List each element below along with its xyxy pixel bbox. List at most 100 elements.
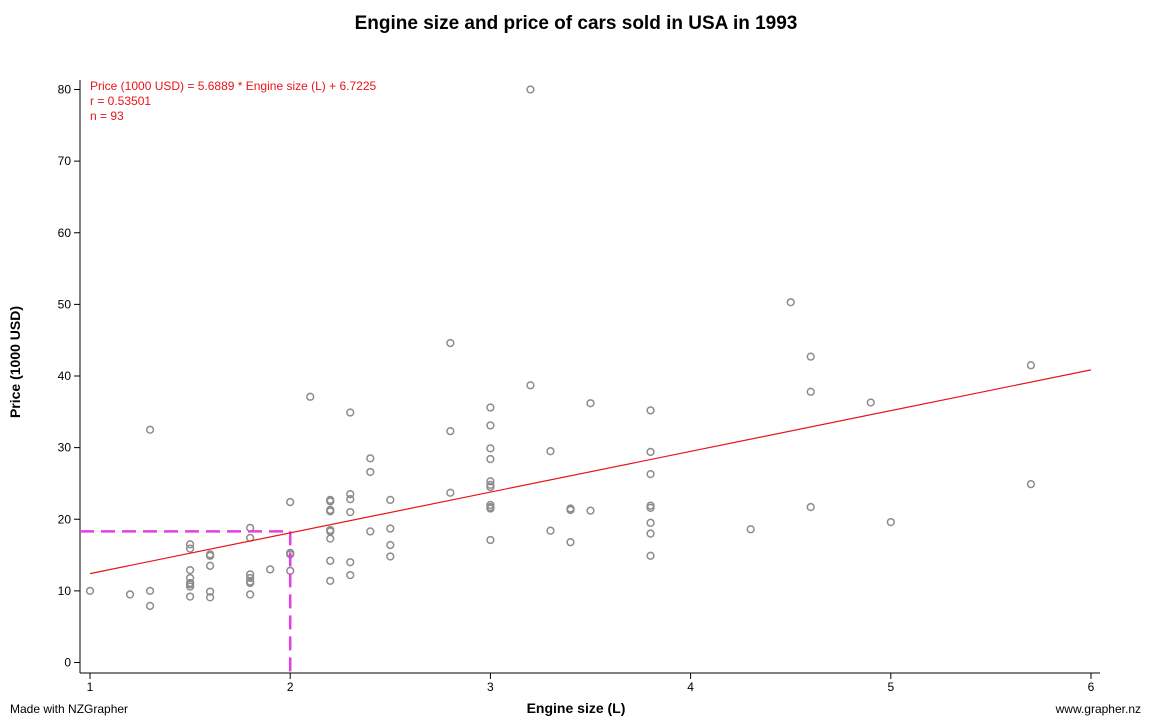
x-tick-label: 6 xyxy=(1088,680,1095,694)
data-point xyxy=(205,587,215,596)
x-tick-label: 5 xyxy=(887,680,894,694)
footer-credit: Made with NZGrapher xyxy=(10,702,128,716)
data-point xyxy=(586,399,595,408)
x-axis-label: Engine size (L) xyxy=(527,700,626,716)
footer-url: www.grapher.nz xyxy=(1055,702,1141,716)
data-point xyxy=(446,338,455,348)
data-point xyxy=(205,551,215,560)
data-point xyxy=(486,444,495,453)
x-tick-label: 3 xyxy=(487,680,494,694)
y-tick-label: 10 xyxy=(58,584,72,598)
x-ticks: 1 2 3 4 5 6 xyxy=(87,673,1095,694)
data-point xyxy=(346,495,355,504)
data-point xyxy=(346,507,355,517)
data-point xyxy=(326,576,335,585)
y-tick-label: 0 xyxy=(64,656,71,670)
y-axis-label: Price (1000 USD) xyxy=(7,306,23,418)
data-point xyxy=(646,551,655,560)
data-point xyxy=(326,507,335,516)
axes xyxy=(79,80,1100,674)
data-point xyxy=(646,503,655,512)
data-point xyxy=(566,505,575,515)
data-point xyxy=(386,552,395,561)
data-point xyxy=(486,454,495,464)
y-tick-label: 40 xyxy=(58,369,72,383)
data-point xyxy=(486,535,495,545)
data-point xyxy=(806,387,815,396)
data-point xyxy=(185,580,195,589)
data-point xyxy=(786,298,795,307)
data-point xyxy=(326,497,335,506)
data-point xyxy=(1026,480,1036,489)
data-point xyxy=(246,573,255,583)
data-point xyxy=(646,529,655,538)
data-point xyxy=(246,590,255,599)
data-point xyxy=(546,526,555,535)
regression-line-group xyxy=(89,369,1092,575)
data-point xyxy=(326,534,335,543)
data-point xyxy=(185,565,195,575)
data-point xyxy=(366,467,375,477)
data-point xyxy=(526,381,535,390)
y-tick-label: 80 xyxy=(58,83,72,97)
x-tick-label: 2 xyxy=(287,680,294,694)
data-point xyxy=(806,352,815,361)
y-tick-label: 50 xyxy=(58,297,72,311)
data-point xyxy=(526,85,535,94)
data-point xyxy=(286,497,295,507)
data-point xyxy=(346,570,355,580)
data-point xyxy=(205,561,215,570)
data-point xyxy=(386,524,395,533)
data-point xyxy=(486,403,495,412)
data-point xyxy=(145,601,155,611)
data-point xyxy=(185,544,195,553)
data-point xyxy=(366,527,375,536)
data-point xyxy=(646,518,655,527)
data-point xyxy=(546,447,555,456)
data-point xyxy=(486,504,495,513)
regression-annotation: r = 0.53501 xyxy=(90,94,151,108)
data-point xyxy=(185,592,195,601)
data-point xyxy=(886,517,895,527)
data-point xyxy=(246,578,255,588)
highlight-guides xyxy=(80,530,292,673)
y-tick-label: 20 xyxy=(58,512,72,526)
y-ticks: 0 10 20 30 40 50 60 70 80 xyxy=(58,83,80,670)
regression-annotation: Price (1000 USD) = 5.6889 * Engine size … xyxy=(90,79,376,93)
data-point xyxy=(326,556,335,565)
data-point xyxy=(346,408,355,417)
data-point xyxy=(346,490,355,499)
data-point xyxy=(346,558,355,567)
data-point xyxy=(85,586,95,596)
y-tick-label: 30 xyxy=(58,441,72,455)
data-points xyxy=(85,85,1036,611)
data-point xyxy=(566,538,575,547)
data-point xyxy=(145,425,155,434)
data-point xyxy=(386,540,395,550)
data-point xyxy=(486,421,495,430)
data-point xyxy=(125,590,135,599)
regression-annotations: Price (1000 USD) = 5.6889 * Engine size … xyxy=(90,79,376,123)
x-tick-label: 1 xyxy=(87,680,94,694)
data-point xyxy=(586,506,595,515)
chart-title: Engine size and price of cars sold in US… xyxy=(355,13,798,34)
data-point xyxy=(1026,361,1036,370)
data-point xyxy=(185,540,195,549)
data-point xyxy=(386,495,395,505)
y-tick-label: 70 xyxy=(58,154,72,168)
data-point xyxy=(646,447,655,457)
data-point xyxy=(286,566,295,575)
data-point xyxy=(646,469,655,479)
data-point xyxy=(266,565,275,574)
x-tick-label: 4 xyxy=(687,680,694,694)
data-point xyxy=(145,586,155,596)
regression-line xyxy=(89,369,1092,575)
data-point xyxy=(486,482,495,492)
data-point xyxy=(446,427,455,436)
data-point xyxy=(866,398,875,407)
data-point xyxy=(646,406,655,415)
data-point xyxy=(446,488,455,497)
data-point xyxy=(746,525,755,534)
data-point xyxy=(306,392,315,401)
